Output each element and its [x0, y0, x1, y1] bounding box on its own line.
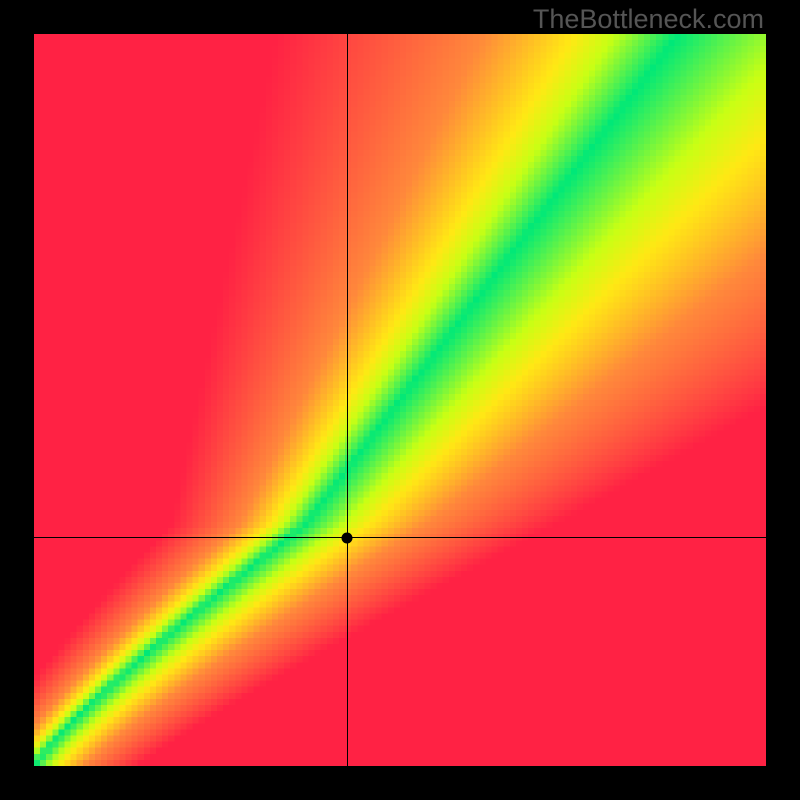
- heatmap-canvas: [34, 34, 766, 766]
- crosshair-marker: [342, 532, 353, 543]
- chart-container: TheBottleneck.com: [0, 0, 800, 800]
- crosshair-horizontal: [34, 537, 766, 538]
- watermark-text: TheBottleneck.com: [533, 4, 764, 35]
- crosshair-vertical: [347, 34, 348, 766]
